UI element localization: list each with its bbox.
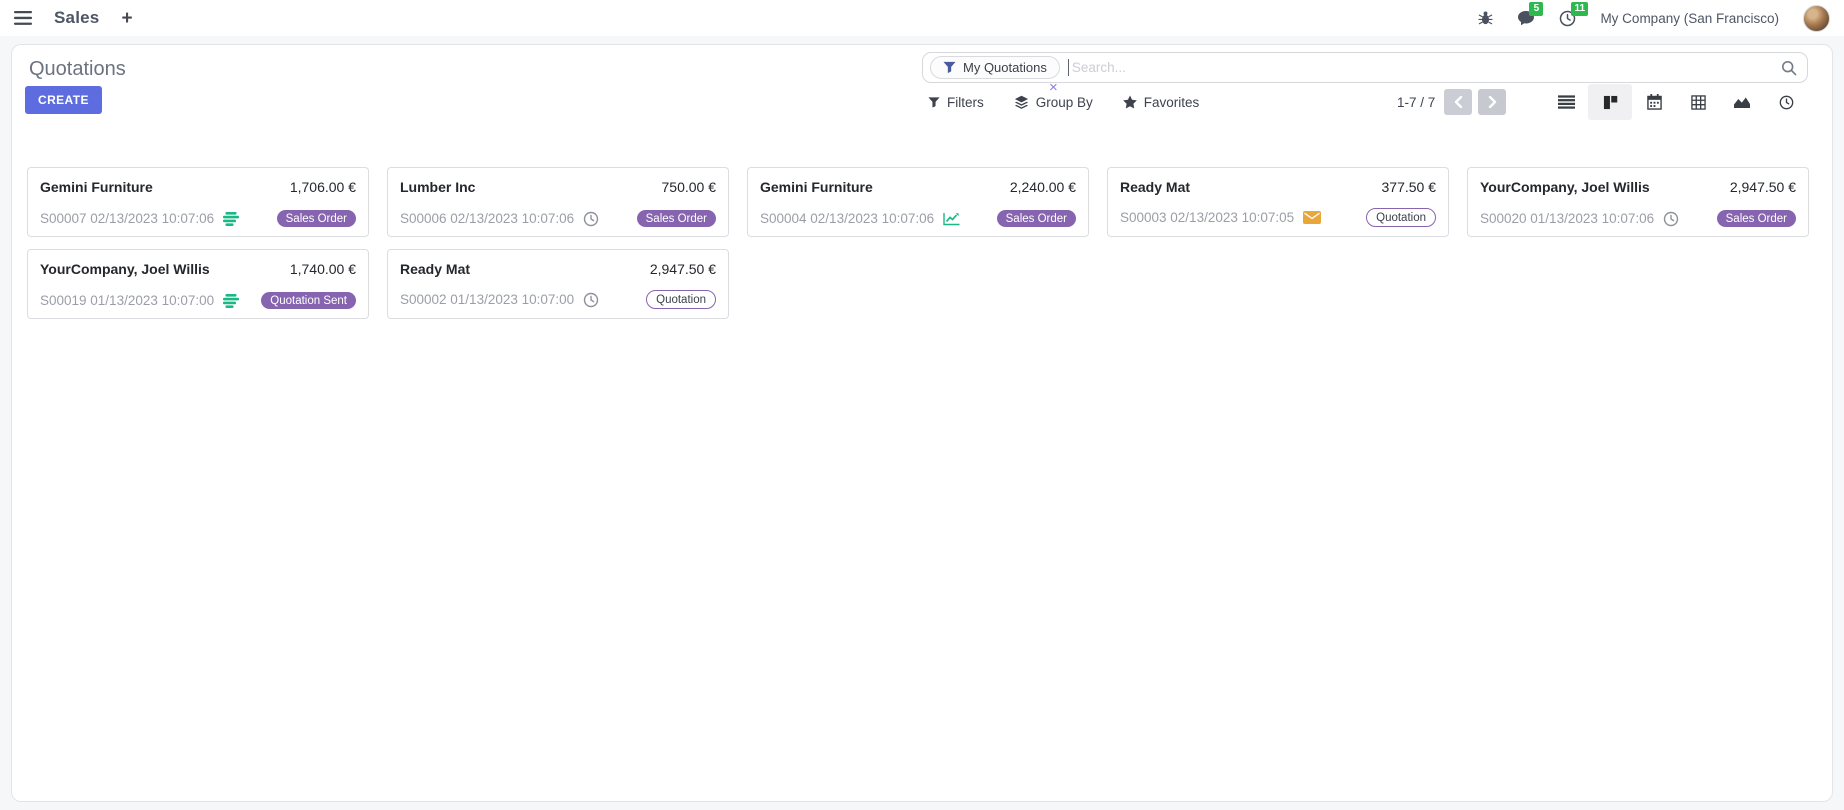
create-button[interactable]: CREATE xyxy=(25,86,102,114)
card-partner-name: Lumber Inc xyxy=(400,179,476,195)
card-status-badge: Sales Order xyxy=(1716,210,1796,227)
content-panel: Quotations CREATE My Quotations Search..… xyxy=(11,44,1833,802)
card-reference: S00006 02/13/2023 10:07:06 xyxy=(400,211,575,226)
search-facet-my-quotations[interactable]: My Quotations xyxy=(930,56,1060,79)
favorites-button[interactable]: Favorites xyxy=(1122,95,1199,110)
filter-funnel-icon xyxy=(943,61,956,74)
search-input[interactable]: Search... xyxy=(1071,60,1126,75)
quotation-card[interactable]: Gemini Furniture 1,706.00 € S00007 02/13… xyxy=(27,167,369,237)
card-amount: 2,947.50 € xyxy=(649,261,716,277)
card-status-badge: Sales Order xyxy=(276,210,356,227)
apps-menu-icon[interactable] xyxy=(14,11,32,25)
filters-button[interactable]: Filters xyxy=(928,95,984,110)
activity-tasks-icon[interactable] xyxy=(223,293,240,308)
activity-tasks-icon[interactable] xyxy=(223,211,240,226)
pivot-view-icon[interactable] xyxy=(1676,84,1720,120)
card-reference: S00004 02/13/2023 10:07:06 xyxy=(760,211,935,226)
search-icon[interactable] xyxy=(1781,60,1797,76)
pager-value[interactable]: 1-7 / 7 xyxy=(1397,94,1436,110)
activity-view-icon[interactable] xyxy=(1764,84,1808,120)
activity-clock-icon[interactable] xyxy=(583,211,599,227)
activity-envelope-icon[interactable] xyxy=(1303,211,1322,224)
messages-count-badge: 5 xyxy=(1529,2,1544,16)
app-name[interactable]: Sales xyxy=(54,8,100,27)
quotation-card[interactable]: Gemini Furniture 2,240.00 € S00004 02/13… xyxy=(747,167,1089,237)
card-status-badge: Quotation xyxy=(646,290,716,309)
search-options-row: Filters Group By Favorites xyxy=(928,89,1199,115)
card-amount: 750.00 € xyxy=(661,179,717,195)
card-reference: S00020 01/13/2023 10:07:06 xyxy=(1480,211,1655,226)
top-navbar: Sales + 5 11 My Company (San Francisco) xyxy=(0,0,1844,36)
view-switcher xyxy=(1544,84,1808,120)
page-title: Quotations xyxy=(29,58,126,80)
facet-remove-icon[interactable]: × xyxy=(1049,79,1058,96)
debug-bug-icon[interactable] xyxy=(1478,10,1494,26)
card-amount: 1,740.00 € xyxy=(289,261,356,277)
activity-chart-icon[interactable] xyxy=(943,211,961,226)
kanban-view-icon[interactable] xyxy=(1588,84,1632,120)
quotation-card[interactable]: Lumber Inc 750.00 € S00006 02/13/2023 10… xyxy=(387,167,729,237)
company-menu[interactable]: My Company (San Francisco) xyxy=(1600,10,1779,26)
graph-view-icon[interactable] xyxy=(1720,84,1764,120)
card-partner-name: YourCompany, Joel Willis xyxy=(40,261,210,277)
activities-clock-icon[interactable]: 11 xyxy=(1559,1,1589,27)
filter-funnel-icon xyxy=(928,96,940,109)
pager-next-button[interactable] xyxy=(1478,89,1507,115)
activity-clock-icon[interactable] xyxy=(583,292,599,308)
quotation-card[interactable]: YourCompany, Joel Willis 2,947.50 € S000… xyxy=(1467,167,1809,237)
new-tab-icon[interactable]: + xyxy=(121,7,133,29)
card-partner-name: Ready Mat xyxy=(400,261,471,277)
card-status-badge: Sales Order xyxy=(636,210,716,227)
card-partner-name: Gemini Furniture xyxy=(760,179,873,195)
text-cursor xyxy=(1067,59,1069,76)
card-amount: 2,240.00 € xyxy=(1009,179,1076,195)
calendar-view-icon[interactable] xyxy=(1632,84,1676,120)
card-reference: S00002 01/13/2023 10:07:00 xyxy=(400,292,575,307)
card-reference: S00019 01/13/2023 10:07:00 xyxy=(40,293,215,308)
star-icon xyxy=(1122,95,1137,109)
list-view-icon[interactable] xyxy=(1544,84,1588,120)
card-amount: 377.50 € xyxy=(1381,179,1437,195)
card-amount: 1,706.00 € xyxy=(289,179,356,195)
quotation-card[interactable]: Ready Mat 377.50 € S00003 02/13/2023 10:… xyxy=(1107,167,1449,237)
card-partner-name: Ready Mat xyxy=(1120,179,1191,195)
card-partner-name: YourCompany, Joel Willis xyxy=(1480,179,1650,195)
card-status-badge: Sales Order xyxy=(996,210,1076,227)
kanban-grid: Gemini Furniture 1,706.00 € S00007 02/13… xyxy=(27,167,1817,319)
card-reference: S00007 02/13/2023 10:07:06 xyxy=(40,211,215,226)
card-partner-name: Gemini Furniture xyxy=(40,179,153,195)
activities-count-badge: 11 xyxy=(1571,1,1589,16)
card-status-badge: Quotation Sent xyxy=(261,292,356,309)
layers-icon xyxy=(1014,95,1029,110)
card-reference: S00003 02/13/2023 10:07:05 xyxy=(1120,210,1295,225)
search-facet-label: My Quotations xyxy=(963,60,1047,75)
activity-clock-icon[interactable] xyxy=(1663,211,1679,227)
group-by-button[interactable]: Group By xyxy=(1014,95,1093,110)
user-avatar[interactable] xyxy=(1803,4,1830,32)
card-status-badge: Quotation xyxy=(1366,208,1436,227)
search-bar[interactable]: My Quotations Search... xyxy=(922,52,1808,83)
pager-previous-button[interactable] xyxy=(1444,89,1473,115)
pager: 1-7 / 7 xyxy=(1397,89,1507,115)
quotation-card[interactable]: Ready Mat 2,947.50 € S00002 01/13/2023 1… xyxy=(387,249,729,319)
messages-icon[interactable]: 5 xyxy=(1517,2,1544,26)
quotation-card[interactable]: YourCompany, Joel Willis 1,740.00 € S000… xyxy=(27,249,369,319)
card-amount: 2,947.50 € xyxy=(1729,179,1796,195)
